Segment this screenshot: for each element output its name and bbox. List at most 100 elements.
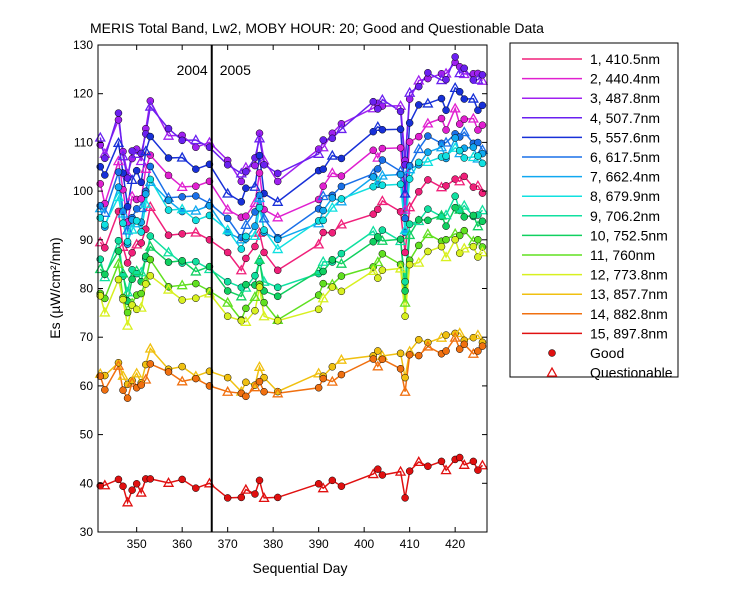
- data-point: [367, 468, 379, 479]
- series-line: [99, 86, 484, 207]
- data-point: [424, 176, 432, 184]
- data-point: [273, 177, 282, 186]
- data-point: [313, 238, 325, 249]
- y-tick-label: 60: [80, 379, 94, 393]
- data-point: [192, 143, 200, 152]
- data-point: [401, 277, 409, 286]
- data-point: [146, 475, 155, 483]
- data-point: [126, 190, 138, 201]
- y-axis-title: Es (µW/cm²/nm): [47, 237, 63, 338]
- data-point: [413, 143, 425, 154]
- data-point: [242, 184, 250, 192]
- data-point: [396, 125, 405, 134]
- data-point: [240, 218, 252, 229]
- data-point: [260, 248, 268, 257]
- data-point: [117, 267, 129, 278]
- data-point: [253, 253, 266, 264]
- data-point: [469, 457, 478, 466]
- data-point: [326, 167, 338, 178]
- data-point: [478, 101, 487, 110]
- legend-label: 7, 662.4nm: [590, 169, 660, 185]
- data-point: [123, 394, 132, 402]
- data-point: [478, 217, 487, 226]
- data-point: [337, 154, 346, 163]
- data-point: [144, 100, 156, 111]
- data-point: [440, 464, 452, 475]
- data-point: [437, 94, 446, 103]
- data-point: [260, 387, 268, 396]
- data-point: [140, 145, 152, 156]
- legend-label: Questionable: [590, 365, 673, 381]
- data-point: [478, 71, 487, 79]
- data-point: [399, 296, 411, 307]
- data-point: [369, 97, 378, 106]
- data-point: [99, 206, 111, 217]
- data-point: [146, 132, 155, 141]
- data-point: [451, 134, 459, 142]
- data-point: [255, 203, 264, 212]
- data-point: [164, 368, 173, 376]
- data-point: [176, 151, 188, 162]
- data-point: [101, 270, 109, 279]
- legend-label: 1, 410.5nm: [590, 51, 660, 67]
- data-point: [242, 280, 250, 289]
- data-point: [396, 235, 405, 244]
- data-point: [454, 67, 466, 78]
- data-point: [442, 106, 450, 115]
- data-point: [258, 275, 270, 286]
- data-point: [273, 169, 282, 178]
- data-point: [146, 360, 155, 368]
- data-point: [192, 294, 200, 302]
- data-point: [319, 182, 327, 190]
- data-point: [242, 304, 250, 313]
- data-point: [378, 181, 387, 190]
- y-tick-label: 30: [80, 525, 94, 539]
- data-point: [272, 195, 284, 206]
- data-point: [328, 283, 337, 291]
- data-point: [399, 224, 411, 235]
- data-point: [319, 206, 327, 215]
- data-point: [467, 92, 479, 103]
- data-point: [424, 132, 432, 140]
- data-point: [396, 107, 405, 116]
- data-point: [164, 258, 173, 266]
- data-point: [255, 169, 264, 177]
- data-point: [458, 126, 470, 137]
- data-point: [96, 372, 105, 380]
- data-point: [369, 146, 378, 155]
- data-point: [137, 178, 145, 187]
- data-point: [455, 120, 464, 128]
- data-point: [114, 247, 123, 255]
- data-point: [123, 259, 132, 267]
- data-point: [372, 120, 384, 131]
- data-point: [140, 197, 152, 208]
- data-point: [378, 125, 387, 134]
- series-markers: [94, 53, 489, 507]
- data-point: [164, 231, 173, 239]
- data-point: [469, 242, 478, 251]
- data-point: [396, 180, 405, 189]
- data-point: [240, 315, 252, 326]
- data-point: [314, 480, 323, 488]
- data-point: [455, 345, 464, 353]
- data-point: [101, 171, 109, 179]
- data-point: [405, 95, 414, 103]
- data-point: [99, 479, 111, 490]
- data-point: [126, 223, 138, 234]
- data-point: [142, 190, 150, 198]
- data-point: [474, 106, 482, 115]
- data-point: [442, 331, 450, 339]
- data-point: [335, 257, 348, 268]
- data-point: [319, 165, 327, 173]
- chart-title: MERIS Total Band, Lw2, MOBY HOUR: 20; Go…: [90, 20, 544, 36]
- data-point: [192, 216, 200, 225]
- legend-label: 6, 617.5nm: [590, 149, 660, 165]
- year-annotation: 2004: [177, 62, 208, 78]
- data-point: [474, 152, 482, 160]
- data-point: [251, 208, 259, 216]
- data-point: [405, 138, 414, 146]
- data-point: [190, 134, 202, 145]
- data-point: [449, 82, 461, 93]
- data-point: [413, 256, 425, 267]
- data-point: [328, 134, 337, 143]
